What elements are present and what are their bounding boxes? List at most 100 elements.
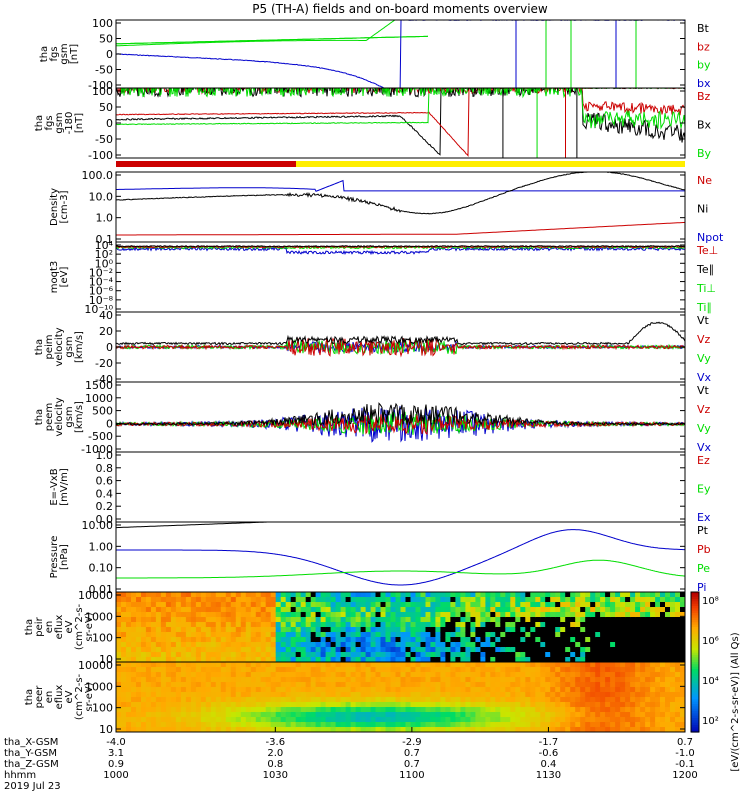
heat-cell — [370, 712, 377, 718]
heat-cell — [280, 602, 287, 608]
heat-cell — [410, 642, 417, 648]
heat-cell — [126, 592, 132, 598]
heat-cell — [200, 602, 207, 608]
heat-cell — [520, 712, 526, 718]
heat-cell — [675, 687, 681, 693]
heat-cell — [155, 627, 162, 633]
heat-cell — [330, 622, 337, 628]
heat-cell — [670, 682, 676, 688]
heat-cell — [680, 622, 685, 628]
heat-cell — [435, 707, 441, 713]
heat-cell — [365, 612, 372, 618]
heat-cell — [550, 707, 556, 713]
heat-cell — [220, 677, 227, 683]
heat-cell — [620, 662, 626, 668]
colorbar-cell — [691, 596, 699, 600]
heat-cell — [520, 627, 526, 633]
heat-cell — [510, 652, 516, 658]
heat-cell — [625, 712, 631, 718]
heat-cell — [195, 712, 202, 718]
heat-cell — [475, 667, 481, 673]
heat-cell — [480, 637, 486, 643]
heat-cell — [160, 707, 167, 713]
heat-cell — [160, 607, 167, 613]
heat-cell — [545, 632, 551, 638]
heat-cell — [585, 612, 591, 618]
heat-cell — [170, 647, 177, 653]
heat-cell — [370, 597, 377, 603]
heat-cell — [325, 707, 332, 713]
heat-cell — [430, 672, 436, 678]
heat-cell — [350, 627, 357, 633]
heat-cell — [255, 697, 262, 703]
heat-cell — [680, 642, 685, 648]
heat-cell — [605, 657, 611, 662]
heat-cell — [635, 717, 641, 723]
heat-cell — [480, 627, 486, 633]
heat-cell — [195, 682, 202, 688]
heat-cell — [640, 717, 646, 723]
heat-cell — [670, 717, 676, 723]
heat-cell — [595, 712, 601, 718]
heat-cell — [565, 657, 571, 662]
heat-cell — [175, 702, 182, 708]
heat-cell — [150, 717, 157, 723]
heat-cell — [500, 672, 506, 678]
y-axis-label: eV — [64, 690, 75, 703]
heat-cell — [395, 697, 402, 703]
heat-cell — [116, 602, 122, 608]
heat-cell — [640, 637, 646, 643]
heat-cell — [250, 602, 257, 608]
heat-cell — [455, 592, 461, 598]
heat-cell — [405, 622, 412, 628]
colorbar-cell — [691, 683, 699, 686]
heat-cell — [470, 717, 476, 723]
heat-cell — [210, 617, 217, 623]
heat-cell — [245, 622, 252, 628]
heat-cell — [345, 672, 352, 678]
heat-cell — [300, 702, 307, 708]
heat-cell — [275, 677, 282, 683]
heat-cell — [580, 692, 586, 698]
heat-cell — [315, 617, 322, 623]
heat-cell — [345, 667, 352, 673]
heat-cell — [405, 592, 412, 598]
heat-cell — [210, 722, 217, 728]
heat-cell — [310, 727, 317, 732]
heat-cell — [670, 712, 676, 718]
heat-cell — [205, 592, 212, 598]
heat-cell — [615, 647, 621, 653]
heat-cell — [131, 632, 137, 638]
heat-cell — [170, 682, 177, 688]
heat-cell — [555, 692, 561, 698]
colorbar-cell — [691, 715, 699, 719]
heat-cell — [435, 662, 441, 668]
heat-cell — [205, 622, 212, 628]
heat-cell — [530, 697, 536, 703]
heat-cell — [435, 647, 441, 653]
heat-cell — [620, 692, 626, 698]
heat-cell — [600, 602, 606, 608]
heat-cell — [290, 597, 297, 603]
heat-cell — [450, 712, 456, 718]
heat-cell — [230, 627, 237, 633]
heat-cell — [205, 707, 212, 713]
heat-cell — [210, 687, 217, 693]
heat-cell — [280, 607, 287, 613]
heat-cell — [400, 687, 407, 693]
heat-cell — [530, 657, 536, 662]
heat-cell — [155, 622, 162, 628]
heat-cell — [510, 682, 516, 688]
heat-cell — [495, 707, 501, 713]
heat-cell — [425, 632, 432, 638]
heat-cell — [365, 652, 372, 658]
colorbar-cell — [691, 685, 699, 689]
heat-cell — [615, 697, 621, 703]
heat-cell — [145, 722, 152, 728]
heat-cell — [275, 597, 282, 603]
heat-cell — [505, 607, 511, 613]
y-tick-label: 0.0 — [96, 513, 114, 526]
heat-cell — [635, 612, 641, 618]
heat-cell — [235, 707, 242, 713]
heat-cell — [240, 672, 247, 678]
